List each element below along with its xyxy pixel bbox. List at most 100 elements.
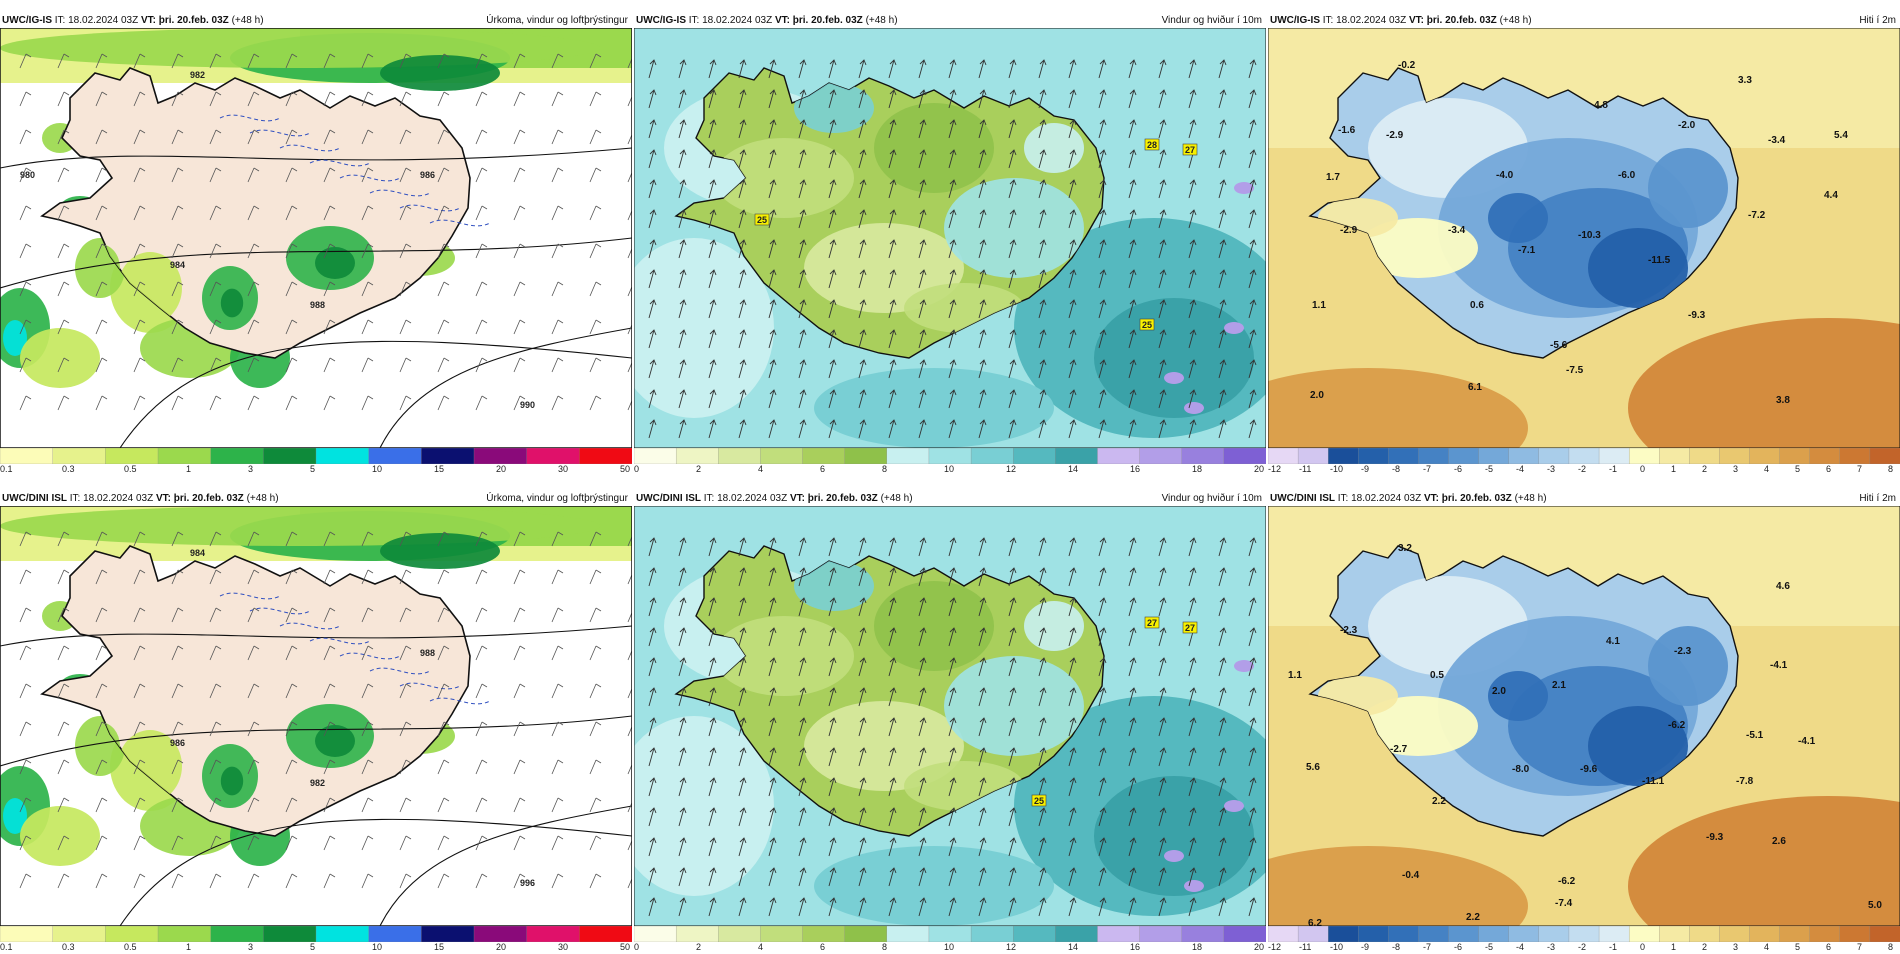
wind-barb [57, 319, 65, 335]
wind-barb [519, 205, 526, 210]
wind-arrow [648, 149, 655, 169]
wind-arrow [1188, 119, 1195, 139]
colorbar-swatch [1181, 447, 1225, 465]
wind-barb [437, 91, 445, 107]
wind-arrow-head [859, 777, 867, 784]
wind-arrow-head [949, 837, 957, 844]
wind-barb [437, 167, 445, 183]
wind-arrow [948, 537, 955, 557]
colorbar-swatch [526, 925, 580, 943]
wind-barb [209, 53, 217, 69]
wind-colorbar [633, 447, 1267, 465]
temp-label: 5.4 [1834, 130, 1848, 141]
wind-arrow [1068, 867, 1075, 887]
wind-arrow [1128, 837, 1135, 857]
wind-barb [209, 167, 217, 183]
wind-barb [399, 53, 407, 69]
wind-arrow-head [1189, 119, 1197, 126]
wind-arrow [918, 329, 925, 349]
wind-arrow-head [1009, 89, 1017, 96]
wind-barb [25, 835, 32, 840]
wind-arrow-head [739, 777, 747, 784]
wind-arrow-head [979, 149, 987, 156]
temp-isoline [429, 219, 491, 227]
wind-arrow-head [1099, 149, 1107, 156]
wind-arrow [1008, 627, 1015, 647]
wind-arrow [708, 687, 715, 707]
wind-arrow [768, 717, 775, 737]
wind-arrow-head [739, 687, 747, 694]
wind-arrow-head [1249, 687, 1257, 694]
wind-barb [519, 759, 526, 764]
wind-arrow-head [949, 59, 957, 66]
wind-arrow [1008, 597, 1015, 617]
wind-barb [215, 759, 222, 764]
wind-barb [133, 281, 141, 297]
wind-arrow-head [1249, 777, 1257, 784]
wind-arrow-head [1129, 209, 1137, 216]
wind-arrow [708, 389, 715, 409]
wind-arrow [768, 119, 775, 139]
wind-arrow [1188, 657, 1195, 677]
wind-arrow-head [829, 239, 837, 246]
wind-arrow [738, 419, 745, 439]
colorbar-swatch [675, 447, 719, 465]
wind-arrow [1008, 717, 1015, 737]
colorbar-swatch [802, 447, 846, 465]
wind-arrow [918, 747, 925, 767]
wind-arrow [678, 239, 685, 259]
wind-arrow [1248, 209, 1255, 229]
wind-arrow [888, 777, 895, 797]
wind-arrow-head [979, 389, 987, 396]
wind-barb [627, 725, 632, 737]
wind-barb [25, 873, 32, 878]
wind-barb [139, 129, 146, 134]
wind-barb [329, 531, 336, 536]
wind-arrow-head [889, 807, 897, 814]
wind-arrow-head [1069, 867, 1077, 874]
wind-barb [253, 835, 260, 840]
colorbar-swatch [760, 447, 804, 465]
wind-arrow-head [979, 329, 987, 336]
colorbar-tick-label: 14 [1068, 942, 1079, 952]
wind-barb [25, 759, 32, 764]
wind-arrow [978, 149, 985, 169]
wind-arrow-head [1249, 269, 1257, 276]
wind-arrow-head [1159, 657, 1167, 664]
wind-arrow-head [1159, 807, 1167, 814]
wind-arrow [978, 329, 985, 349]
wind-arrow-head [799, 89, 807, 96]
wind-arrow-head [1039, 149, 1047, 156]
temp-label: -5.6 [1550, 340, 1568, 351]
valid-time: VT: þri. 20.feb. 03Z [789, 493, 878, 504]
colorbar-tick-label: 6 [820, 464, 826, 474]
wind-arrow-head [799, 359, 807, 366]
wind-barb [285, 129, 293, 145]
wind-arrow [1008, 119, 1015, 139]
wind-barb [285, 167, 293, 183]
wind-barb [171, 319, 179, 335]
temp-area [1488, 671, 1548, 721]
wind-barb [557, 531, 564, 536]
wind-arrow [1068, 687, 1075, 707]
wind-arrow [798, 807, 805, 827]
wind-barb [57, 797, 65, 813]
wind-arrow-head [829, 299, 837, 306]
wind-barb [253, 683, 260, 688]
lead-time: (+48 h) [880, 493, 913, 504]
wind-barb [399, 205, 407, 221]
isobar-label: 986 [420, 170, 435, 180]
wind-arrow [888, 299, 895, 319]
wind-arrow [1188, 359, 1195, 379]
wind-barb [437, 357, 445, 373]
wind-arrow [1188, 59, 1195, 79]
wind-arrow-head [679, 807, 687, 814]
wind-barb [361, 531, 369, 547]
temp-area [1648, 626, 1728, 706]
wind-barb [475, 607, 483, 623]
wind-barb [367, 91, 374, 96]
wind-arrow [768, 687, 775, 707]
wind-arrow-head [1219, 329, 1227, 336]
wind-barb [171, 759, 179, 775]
wind-barb [399, 281, 407, 297]
